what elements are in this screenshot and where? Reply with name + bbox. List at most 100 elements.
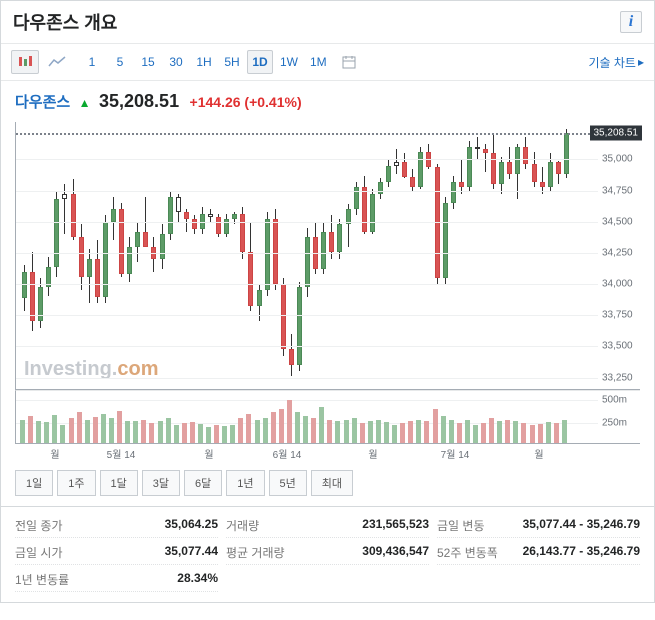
stat-value: 28.34% <box>177 571 218 588</box>
volume-bar <box>424 421 429 443</box>
volume-bar <box>433 409 438 443</box>
volume-bar <box>287 400 292 443</box>
volume-bar <box>85 420 90 443</box>
volume-bar <box>530 425 535 443</box>
volume-bar <box>481 423 486 443</box>
volume-bar <box>158 421 163 443</box>
volume-bar <box>206 427 211 443</box>
stat-key: 금일 시가 <box>15 544 63 561</box>
timeframe-30[interactable]: 30 <box>163 50 189 74</box>
volume-bar <box>344 420 349 443</box>
range-6달[interactable]: 6달 <box>184 470 222 496</box>
stat-key: 전일 종가 <box>15 517 63 534</box>
volume-bar <box>505 420 510 443</box>
timeframe-5[interactable]: 5 <box>107 50 133 74</box>
volume-bar <box>368 421 373 443</box>
volume-bar <box>392 425 397 443</box>
x-tick: 5월 14 <box>107 446 136 461</box>
arrow-up-icon: ▲ <box>79 96 91 110</box>
timeframe-group: 1515301H5H1D1W1M <box>79 50 332 74</box>
volume-chart[interactable]: 250m500m <box>15 390 640 444</box>
chart-panel: 다우존스 개요 i 1515301H5H1D1W1M 기술 차트▸ 다우존스 ▲… <box>0 0 655 603</box>
timeframe-1H[interactable]: 1H <box>191 50 217 74</box>
volume-bar <box>295 412 300 443</box>
stat-row: 1년 변동률 28.34% <box>15 571 218 592</box>
stat-value: 35,077.44 <box>165 544 218 561</box>
volume-bar <box>303 416 308 443</box>
timeframe-5H[interactable]: 5H <box>219 50 245 74</box>
stats-grid: 전일 종가 35,064.25 거래량231,565,523 금일 변동 35,077.… <box>1 506 654 602</box>
range-1주[interactable]: 1주 <box>57 470 95 496</box>
volume-bar <box>101 414 106 443</box>
last-price: 35,208.51 <box>99 91 179 111</box>
range-1일[interactable]: 1일 <box>15 470 53 496</box>
chart-toolbar: 1515301H5H1D1W1M 기술 차트▸ <box>1 44 654 81</box>
volume-bar <box>166 418 171 443</box>
x-tick: 월 <box>204 446 213 461</box>
timeframe-1[interactable]: 1 <box>79 50 105 74</box>
timeframe-1W[interactable]: 1W <box>275 50 303 74</box>
range-1달[interactable]: 1달 <box>100 470 138 496</box>
stat-row: 금일 시가 35,077.44 <box>15 544 218 565</box>
volume-bar <box>311 418 316 443</box>
volume-bar <box>538 424 543 443</box>
volume-bar <box>360 423 365 443</box>
volume-bar <box>271 412 276 443</box>
technical-chart-link[interactable]: 기술 차트▸ <box>588 54 644 71</box>
stat-row: 52주 변동폭 26,143.77 - 35,246.79 <box>437 544 640 565</box>
x-tick: 6월 14 <box>273 446 302 461</box>
range-3달[interactable]: 3달 <box>142 470 180 496</box>
volume-bar <box>230 425 235 443</box>
volume-bar <box>384 422 389 443</box>
volume-bar <box>133 421 138 443</box>
info-button[interactable]: i <box>620 11 642 33</box>
volume-bar <box>352 418 357 443</box>
price-change: +144.26 (+0.41%) <box>190 94 302 110</box>
volume-bar <box>60 425 65 443</box>
volume-bar <box>149 423 154 443</box>
volume-bar <box>521 423 526 443</box>
x-tick: 7월 14 <box>441 446 470 461</box>
volume-bar <box>222 426 227 443</box>
candlestick-chart[interactable]: Investing.com 33,25033,50033,75034,00034… <box>15 122 640 390</box>
volume-bar <box>513 421 518 443</box>
volume-bar <box>117 411 122 443</box>
volume-bar <box>198 424 203 443</box>
volume-bar <box>562 420 567 443</box>
volume-bar <box>473 425 478 443</box>
x-tick: 월 <box>368 446 377 461</box>
stat-value: 26,143.77 - 35,246.79 <box>523 544 640 561</box>
range-5년[interactable]: 5년 <box>269 470 307 496</box>
quote-row: 다우존스 ▲ 35,208.51 +144.26 (+0.41%) <box>1 81 654 116</box>
volume-bar <box>20 420 25 443</box>
volume-bar <box>335 421 340 443</box>
volume-bar <box>457 423 462 443</box>
stat-key: 1년 변동률 <box>15 571 69 588</box>
timeframe-1D[interactable]: 1D <box>247 50 273 74</box>
x-tick: 월 <box>50 446 59 461</box>
symbol-name[interactable]: 다우존스 <box>15 94 70 111</box>
timeframe-15[interactable]: 15 <box>135 50 161 74</box>
volume-bar <box>28 416 33 443</box>
stat-row: 거래량231,565,523 <box>226 517 429 538</box>
volume-bar <box>327 420 332 443</box>
area-type-button[interactable] <box>43 50 71 74</box>
volume-bar <box>141 420 146 443</box>
range-최대[interactable]: 최대 <box>311 470 353 496</box>
x-tick: 월 <box>534 446 543 461</box>
volume-bar <box>214 425 219 443</box>
stat-value: 35,064.25 <box>165 517 218 534</box>
stat-key: 52주 변동폭 <box>437 544 498 561</box>
stat-key: 금일 변동 <box>437 517 485 534</box>
stat-value: 35,077.44 - 35,246.79 <box>523 517 640 534</box>
volume-bar <box>109 418 114 443</box>
stat-value: 309,436,547 <box>362 544 429 561</box>
price-tag: 35,208.51 <box>590 126 643 141</box>
volume-bar <box>279 409 284 443</box>
range-1년[interactable]: 1년 <box>226 470 264 496</box>
volume-bar <box>465 420 470 443</box>
candlestick-type-button[interactable] <box>11 50 39 74</box>
timeframe-1M[interactable]: 1M <box>305 50 332 74</box>
stat-key: 거래량 <box>226 517 259 534</box>
calendar-button[interactable] <box>336 50 362 74</box>
